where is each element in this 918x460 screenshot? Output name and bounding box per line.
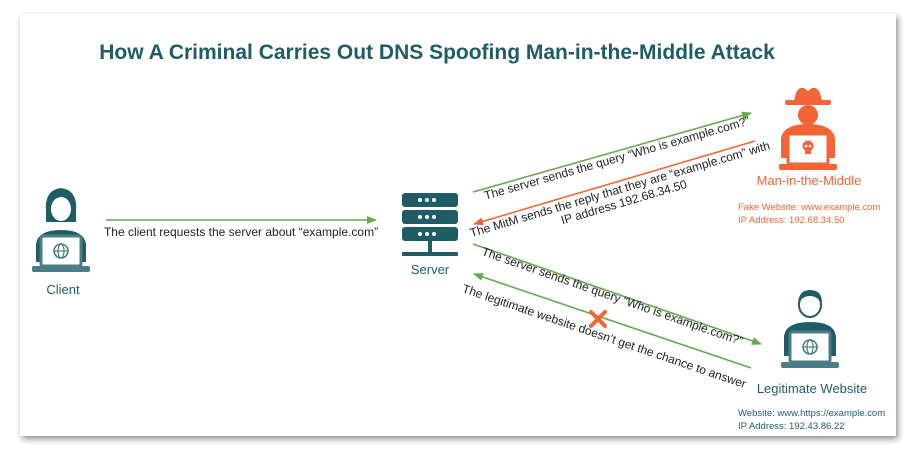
diagram-title: How A Criminal Carries Out DNS Spoofing …: [99, 41, 775, 64]
client-label: Client: [46, 282, 80, 297]
mitm-info-ip: IP Address: 192.68.34.50: [738, 215, 845, 226]
server-rack-icon: [402, 193, 458, 256]
woman-user-laptop-icon: [32, 188, 90, 272]
hacker-laptop-icon: [779, 87, 837, 170]
arrow-server-to-mitm: [472, 111, 752, 193]
legit-info-website: Website: www.https://example.com: [738, 408, 885, 419]
arrow-server-to-legit: [472, 243, 762, 345]
legit-label: Legitimate Website: [757, 381, 867, 396]
diagram-card: [20, 14, 896, 436]
mitm-info-website: Fake Website: www.example.com: [738, 202, 880, 213]
mitm-label: Man-in-the-Middle: [757, 173, 862, 188]
server-label: Server: [411, 262, 450, 277]
legit-info-ip: IP Address: 192.43.86.22: [738, 421, 845, 432]
cross-icon: [589, 310, 607, 328]
man-user-laptop-icon: [781, 290, 839, 368]
arrow-legit-to-server: [473, 273, 752, 369]
edge-label-client-to-server: The client requests the server about “ex…: [104, 225, 378, 239]
arrow-mitm-to-server: [473, 140, 756, 226]
